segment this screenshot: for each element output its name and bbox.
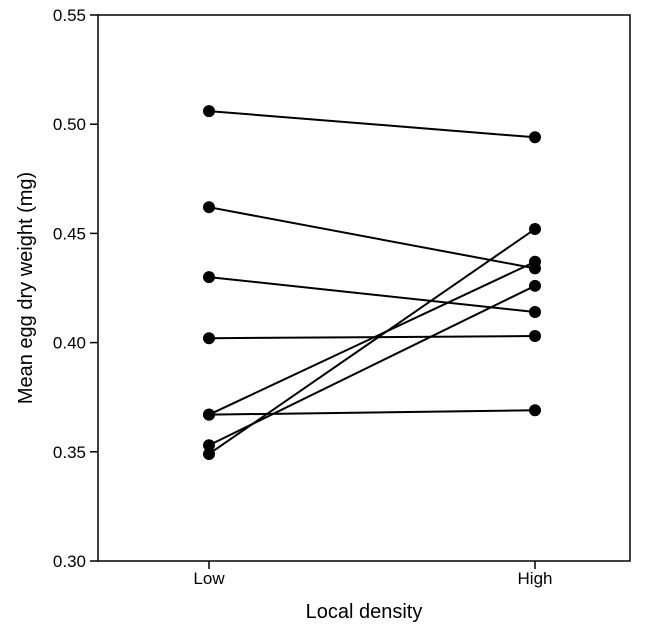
x-tick-label: High xyxy=(518,569,553,588)
y-tick-label: 0.55 xyxy=(53,6,86,25)
data-point xyxy=(529,306,541,319)
y-tick-label: 0.35 xyxy=(53,443,86,462)
series-line xyxy=(208,206,536,270)
data-point xyxy=(203,439,215,452)
data-point xyxy=(529,223,541,236)
data-point xyxy=(203,201,215,214)
data-point xyxy=(203,408,215,421)
y-tick-label: 0.45 xyxy=(53,224,86,243)
x-axis-label: Local density xyxy=(306,601,423,623)
y-tick-label: 0.40 xyxy=(53,334,86,353)
data-point xyxy=(203,332,215,345)
series-group xyxy=(203,105,541,460)
y-tick-label: 0.30 xyxy=(53,552,86,571)
y-tick-label: 0.50 xyxy=(53,115,86,134)
series-line xyxy=(208,228,536,455)
data-point xyxy=(203,271,215,284)
x-tick-label: Low xyxy=(193,569,225,588)
data-point xyxy=(203,447,215,460)
x-axis: Low High xyxy=(193,561,552,588)
series-line xyxy=(208,110,536,139)
series-line xyxy=(208,260,536,416)
y-axis-label: Mean egg dry weight (mg) xyxy=(15,172,37,404)
series-line xyxy=(208,409,536,416)
data-point xyxy=(529,279,541,292)
data-point xyxy=(529,404,541,417)
plot-frame xyxy=(97,14,631,562)
data-point xyxy=(529,131,541,144)
data-point xyxy=(529,255,541,268)
series-line xyxy=(208,276,536,314)
series-line xyxy=(208,284,536,447)
data-point xyxy=(203,105,215,118)
y-axis: 0.30 0.35 0.40 0.45 0.50 0.55 xyxy=(53,6,98,571)
data-point xyxy=(529,330,541,343)
